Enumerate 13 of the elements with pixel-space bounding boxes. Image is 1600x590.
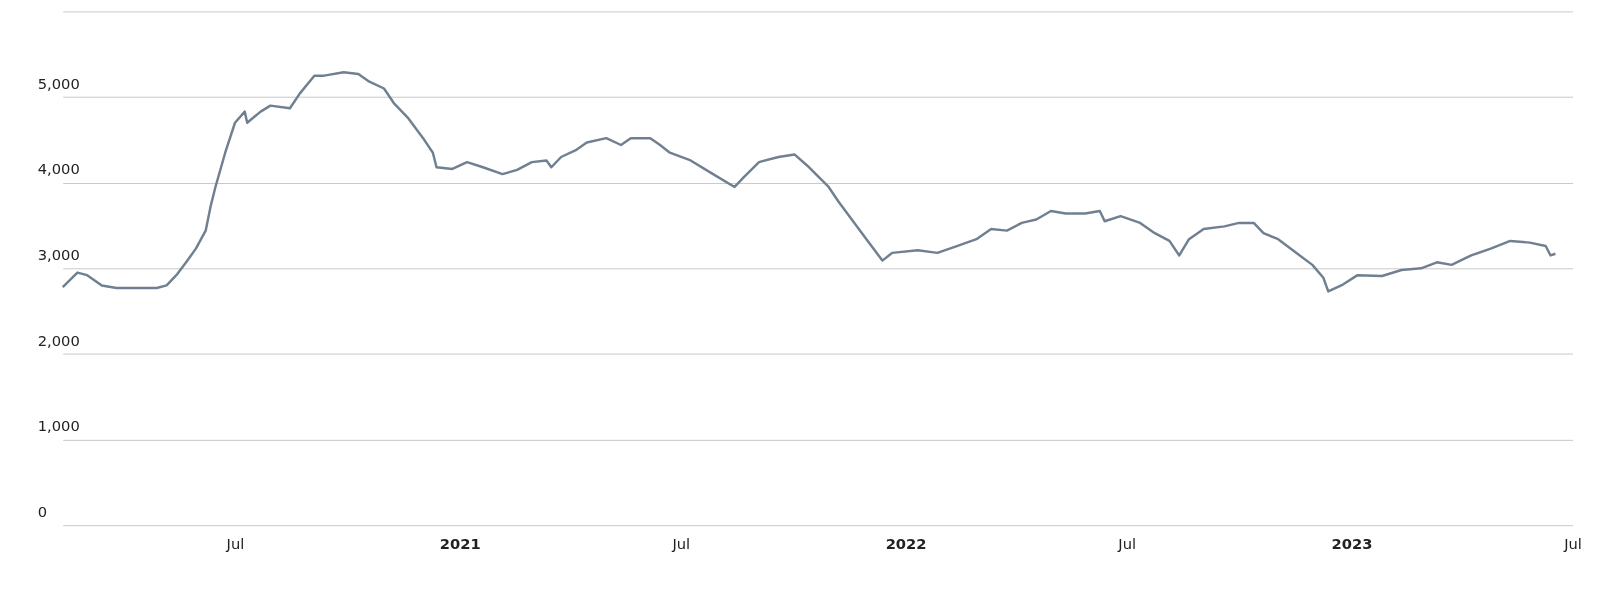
x-tick-label: Jul — [1117, 535, 1137, 553]
x-tick-label: 2022 — [885, 535, 927, 553]
y-tick-label: 4,000 — [37, 160, 80, 178]
x-tick-label: Jul — [225, 535, 245, 553]
y-tick-label: 3,000 — [37, 245, 80, 263]
y-tick-label: 2,000 — [37, 331, 80, 349]
y-tick-label: 0 — [37, 502, 48, 520]
y-tick-label: 1,000 — [37, 417, 80, 435]
x-tick-label: Jul — [671, 535, 691, 553]
x-tick-label: 2023 — [1331, 535, 1373, 553]
x-tick-label: 2021 — [439, 535, 481, 553]
x-tick-label: Jul — [1563, 535, 1582, 553]
y-tick-label: 5,000 — [37, 74, 80, 92]
